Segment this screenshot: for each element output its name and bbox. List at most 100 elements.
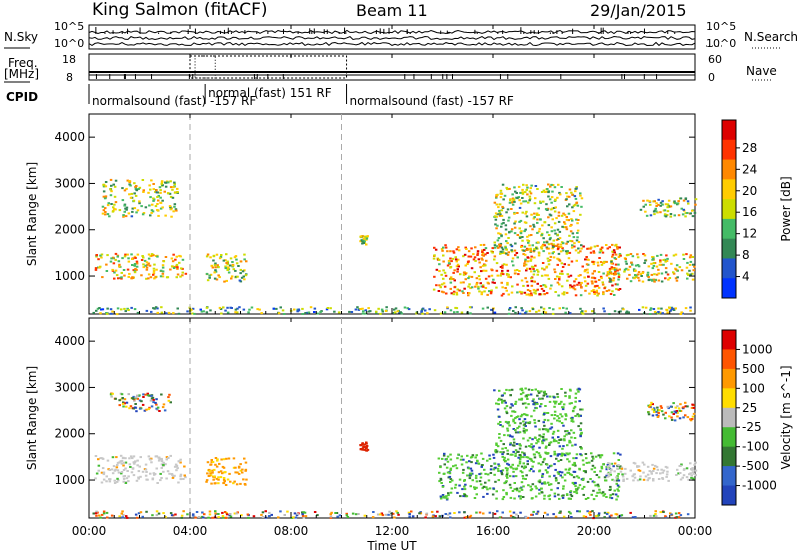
data-point bbox=[124, 467, 127, 470]
data-point bbox=[559, 243, 563, 246]
data-point bbox=[113, 277, 116, 280]
data-point bbox=[129, 466, 132, 468]
data-point bbox=[508, 483, 512, 486]
data-point bbox=[565, 226, 568, 229]
data-point bbox=[550, 183, 553, 186]
data-point bbox=[525, 184, 528, 187]
data-point bbox=[594, 280, 598, 283]
data-point bbox=[665, 473, 669, 476]
data-point bbox=[634, 269, 637, 272]
data-point bbox=[558, 307, 561, 310]
data-point bbox=[545, 203, 548, 206]
data-point bbox=[169, 268, 172, 271]
data-point bbox=[172, 186, 175, 189]
data-point bbox=[469, 467, 473, 470]
data-point bbox=[544, 451, 547, 454]
data-point bbox=[170, 473, 174, 475]
data-point bbox=[657, 412, 660, 414]
data-point bbox=[156, 408, 159, 411]
data-point bbox=[553, 271, 557, 274]
data-point bbox=[158, 457, 161, 460]
data-point bbox=[672, 254, 676, 257]
data-point bbox=[120, 308, 123, 311]
data-point bbox=[526, 186, 529, 189]
data-point bbox=[111, 210, 115, 213]
data-point bbox=[541, 267, 544, 270]
data-point bbox=[504, 460, 507, 462]
data-point bbox=[639, 475, 642, 478]
data-point bbox=[501, 498, 505, 501]
data-point bbox=[526, 456, 530, 459]
data-point bbox=[221, 472, 224, 475]
data-point bbox=[163, 190, 166, 193]
data-point bbox=[561, 496, 565, 499]
data-point bbox=[538, 293, 541, 296]
data-point bbox=[173, 465, 177, 468]
data-point bbox=[548, 238, 552, 241]
data-point bbox=[106, 516, 109, 519]
data-point bbox=[456, 268, 459, 271]
data-point bbox=[566, 195, 569, 198]
data-point bbox=[129, 184, 132, 187]
data-point bbox=[155, 189, 158, 192]
data-point bbox=[134, 403, 137, 405]
data-point bbox=[652, 467, 656, 470]
data-point bbox=[665, 308, 668, 311]
colorbar-tick-label: 12 bbox=[742, 227, 757, 241]
data-point bbox=[433, 246, 436, 249]
data-point bbox=[128, 407, 131, 410]
data-point bbox=[610, 266, 614, 269]
data-point bbox=[131, 207, 134, 210]
data-point bbox=[168, 205, 172, 208]
data-point bbox=[234, 308, 238, 311]
data-point bbox=[120, 271, 123, 274]
data-point bbox=[588, 512, 591, 515]
data-point bbox=[601, 246, 604, 249]
data-point bbox=[439, 495, 443, 498]
data-point bbox=[509, 453, 512, 456]
data-point bbox=[638, 478, 642, 481]
data-point bbox=[356, 306, 359, 309]
data-point bbox=[477, 285, 480, 288]
data-point bbox=[689, 462, 692, 465]
data-point bbox=[569, 239, 572, 242]
data-point bbox=[313, 307, 317, 310]
noise-trace bbox=[88, 35, 696, 41]
data-point bbox=[113, 185, 117, 188]
data-point bbox=[524, 212, 527, 215]
data-point bbox=[123, 402, 126, 405]
data-point bbox=[567, 257, 571, 260]
data-point bbox=[449, 458, 453, 461]
data-point bbox=[607, 273, 610, 276]
data-point bbox=[629, 280, 633, 283]
data-point bbox=[613, 257, 617, 260]
data-point bbox=[226, 306, 229, 309]
data-point bbox=[527, 393, 530, 396]
data-point bbox=[674, 277, 678, 280]
data-point bbox=[473, 497, 477, 499]
data-point bbox=[634, 516, 637, 518]
data-point bbox=[569, 512, 572, 515]
data-point bbox=[361, 448, 364, 451]
data-point bbox=[672, 309, 676, 311]
data-point bbox=[208, 274, 211, 277]
data-point bbox=[552, 239, 555, 242]
data-point bbox=[521, 239, 524, 242]
data-point bbox=[533, 202, 537, 205]
data-point bbox=[644, 210, 647, 213]
data-point bbox=[138, 200, 141, 203]
data-point bbox=[290, 517, 294, 519]
data-point bbox=[502, 198, 505, 201]
data-point bbox=[242, 275, 245, 278]
data-point bbox=[562, 494, 565, 497]
data-point bbox=[145, 266, 149, 269]
data-point bbox=[537, 270, 540, 273]
data-point bbox=[592, 457, 595, 460]
data-point bbox=[152, 273, 155, 276]
data-point bbox=[124, 457, 127, 460]
data-point bbox=[131, 210, 134, 213]
data-point bbox=[672, 413, 675, 415]
data-point bbox=[654, 207, 657, 210]
data-point bbox=[560, 471, 564, 474]
data-point bbox=[648, 470, 651, 473]
